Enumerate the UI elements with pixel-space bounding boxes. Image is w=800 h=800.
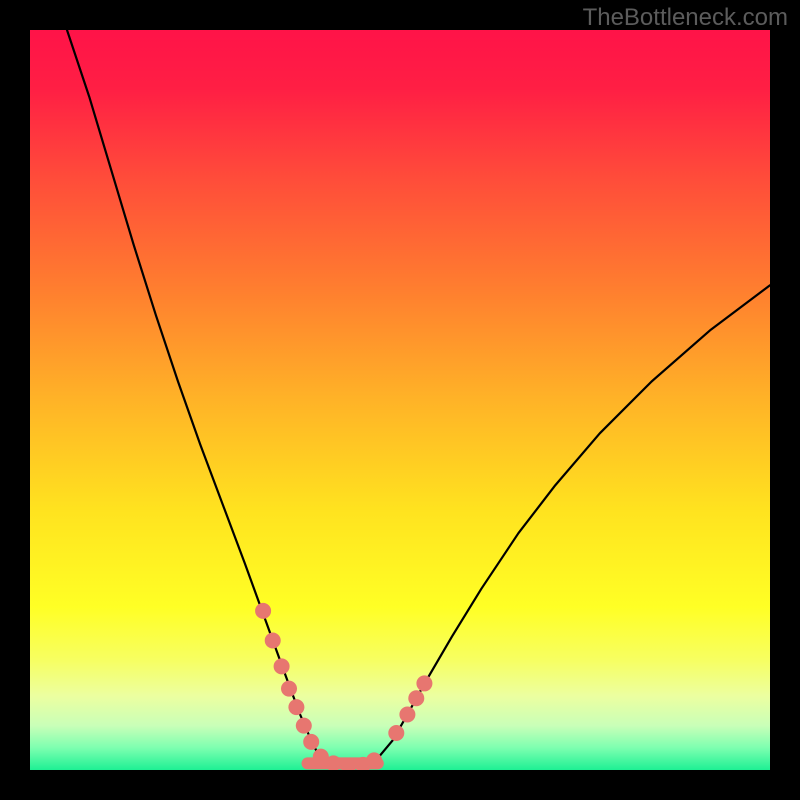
highlight-marker: [296, 718, 312, 734]
bottleneck-curve-path: [67, 30, 770, 766]
highlight-marker: [366, 752, 382, 768]
highlight-marker: [288, 699, 304, 715]
plot-area: [30, 30, 770, 770]
watermark-text: TheBottleneck.com: [583, 4, 788, 32]
highlight-marker: [399, 707, 415, 723]
highlight-marker: [281, 681, 297, 697]
highlight-marker: [303, 734, 319, 750]
highlight-marker: [255, 603, 271, 619]
highlight-marker: [416, 675, 432, 691]
highlight-marker: [265, 633, 281, 649]
highlight-marker: [388, 725, 404, 741]
bottleneck-curve-chart: [30, 30, 770, 770]
highlight-marker: [274, 658, 290, 674]
highlight-marker: [408, 690, 424, 706]
